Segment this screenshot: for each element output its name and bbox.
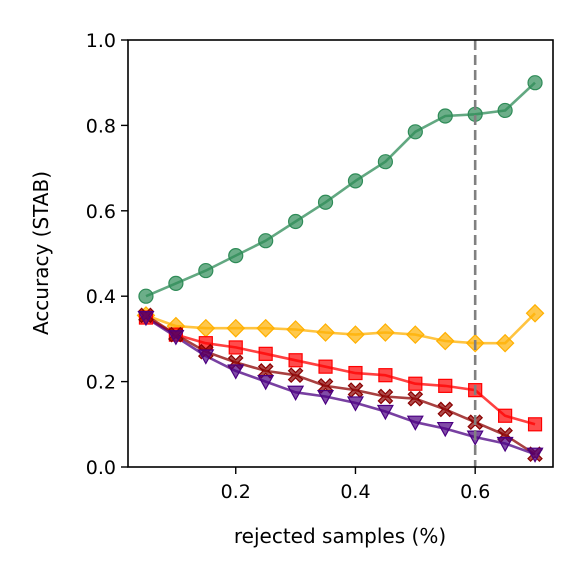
series-2-point (196, 318, 216, 338)
series-3-point (288, 353, 303, 368)
series-1-point (317, 194, 334, 210)
series-5-point (227, 364, 245, 380)
series-2-point (376, 323, 395, 342)
x-tick-label: 0.4 (340, 481, 370, 503)
y-tick-label: 0.0 (86, 457, 116, 479)
series-4-point (347, 382, 364, 398)
series-1-point (228, 248, 244, 264)
series-1-point (437, 108, 453, 124)
series-5-point (346, 396, 364, 412)
y-axis-label: Accuracy (STAB) (29, 171, 53, 335)
series-5-point (287, 385, 305, 402)
series-3-point (348, 365, 363, 381)
series-2-point (256, 318, 276, 338)
series-3-point (408, 376, 423, 391)
series-1-point (497, 102, 513, 119)
series-3-point (378, 368, 393, 383)
series-3-point (258, 346, 273, 361)
chart-marks (136, 40, 545, 467)
y-tick-label: 0.2 (86, 372, 116, 394)
series-3-point (318, 359, 333, 374)
series-1-point (138, 288, 154, 304)
series-2-point (525, 303, 545, 323)
series-1-point (347, 173, 364, 189)
series-2-point (495, 333, 515, 353)
series-5-point (317, 389, 335, 406)
series-1-point (527, 75, 543, 91)
series-3-point (527, 417, 543, 432)
series-1-point (258, 233, 274, 249)
series-1-point (377, 154, 393, 170)
series-3-point (228, 340, 243, 355)
series-3-point (498, 408, 513, 423)
series-2-point (346, 325, 365, 344)
series-5-point (436, 421, 454, 438)
axis-ticks: 0.2 0.4 0.6 0.0 0.2 0.4 0.6 0.8 1.0 (86, 30, 491, 503)
x-tick-label: 0.6 (460, 481, 490, 503)
series-1-point (288, 213, 304, 230)
series-5-point (526, 447, 544, 463)
series-5-point (496, 436, 514, 453)
y-tick-label: 0.8 (86, 115, 116, 137)
series-3-point (438, 378, 453, 393)
series-5-point (137, 310, 155, 327)
series-2-point (316, 323, 335, 342)
series-1-point (168, 275, 184, 291)
y-tick-label: 0.4 (86, 286, 116, 308)
series-4-point (407, 390, 424, 407)
series-2-point (226, 318, 246, 338)
y-tick-label: 1.0 (86, 30, 116, 52)
series-5-point (376, 404, 394, 421)
series-5-point (167, 330, 185, 346)
series-4-point (287, 367, 304, 384)
series-5-point (257, 375, 275, 391)
series-5-point (406, 415, 424, 431)
plot-frame (127, 39, 554, 468)
series-1-point (198, 262, 214, 279)
series-2-point (435, 331, 455, 351)
series-4-point (377, 388, 394, 405)
series-4-point (437, 401, 454, 418)
series-2-point (405, 325, 425, 344)
x-axis-label: rejected samples (%) (234, 524, 446, 548)
y-tick-label: 0.6 (86, 201, 116, 223)
series-1-point (407, 124, 423, 140)
series-2-point (286, 320, 305, 339)
x-tick-label: 0.2 (221, 481, 251, 503)
series-5-point (197, 349, 215, 365)
